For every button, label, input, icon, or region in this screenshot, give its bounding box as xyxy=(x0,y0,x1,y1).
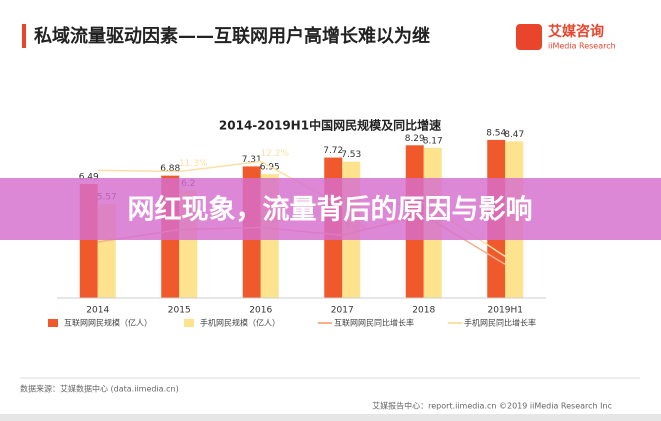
legend-label: 互联网网民同比增长率 xyxy=(334,318,414,328)
bar-value-label: 7.31 xyxy=(242,155,262,165)
slide-title: 私域流量驱动因素——互联网用户高增长难以为继 xyxy=(34,25,430,47)
bottom-strip xyxy=(0,414,661,421)
logo-icon xyxy=(516,24,542,50)
line-value-label: 11.3% xyxy=(179,159,208,169)
logo-text: 艾媒咨询 xyxy=(548,23,604,40)
bar-value-label: 6.88 xyxy=(160,164,180,174)
credit: 艾媒报告中心：report.iimedia.cn ©2019 iiMedia R… xyxy=(372,401,612,411)
chart-title: 2014-2019H1中国网民规模及同比增速 xyxy=(219,118,441,133)
legend-label: 互联网网民规模（亿人） xyxy=(64,318,152,328)
bar-value-label: 8.29 xyxy=(405,134,425,144)
bar-value-label: 8.54 xyxy=(486,128,506,138)
x-tick-label: 2019H1 xyxy=(488,306,523,316)
bar-value-label: 6.49 xyxy=(79,173,99,183)
banner xyxy=(0,178,661,240)
title-accent xyxy=(22,24,26,48)
x-tick-label: 2014 xyxy=(86,306,109,316)
x-tick-label: 2016 xyxy=(249,306,272,316)
bar-value-label: 8.47 xyxy=(504,130,524,140)
x-tick-label: 2015 xyxy=(168,306,191,316)
bar-value-label: 6.95 xyxy=(260,163,280,173)
legend-label: 手机网民同比增长率 xyxy=(464,318,536,328)
x-tick-label: 2018 xyxy=(412,306,435,316)
bar-value-label: 7.53 xyxy=(341,150,361,160)
logo-sub: iiMedia Research xyxy=(548,42,616,51)
line-value-label: 12.2% xyxy=(260,149,289,159)
legend-swatch xyxy=(184,319,194,327)
bar-value-label: 7.72 xyxy=(323,146,343,156)
banner-text: 网红现象，流量背后的原因与影响 xyxy=(128,194,533,226)
source: 数据来源：艾媒数据中心 (data.iimedia.cn) xyxy=(20,384,179,394)
legend-swatch xyxy=(48,319,58,327)
bar-value-label: 8.17 xyxy=(423,136,443,146)
x-tick-label: 2017 xyxy=(331,306,354,316)
legend-label: 手机网民规模（亿人） xyxy=(200,318,280,328)
